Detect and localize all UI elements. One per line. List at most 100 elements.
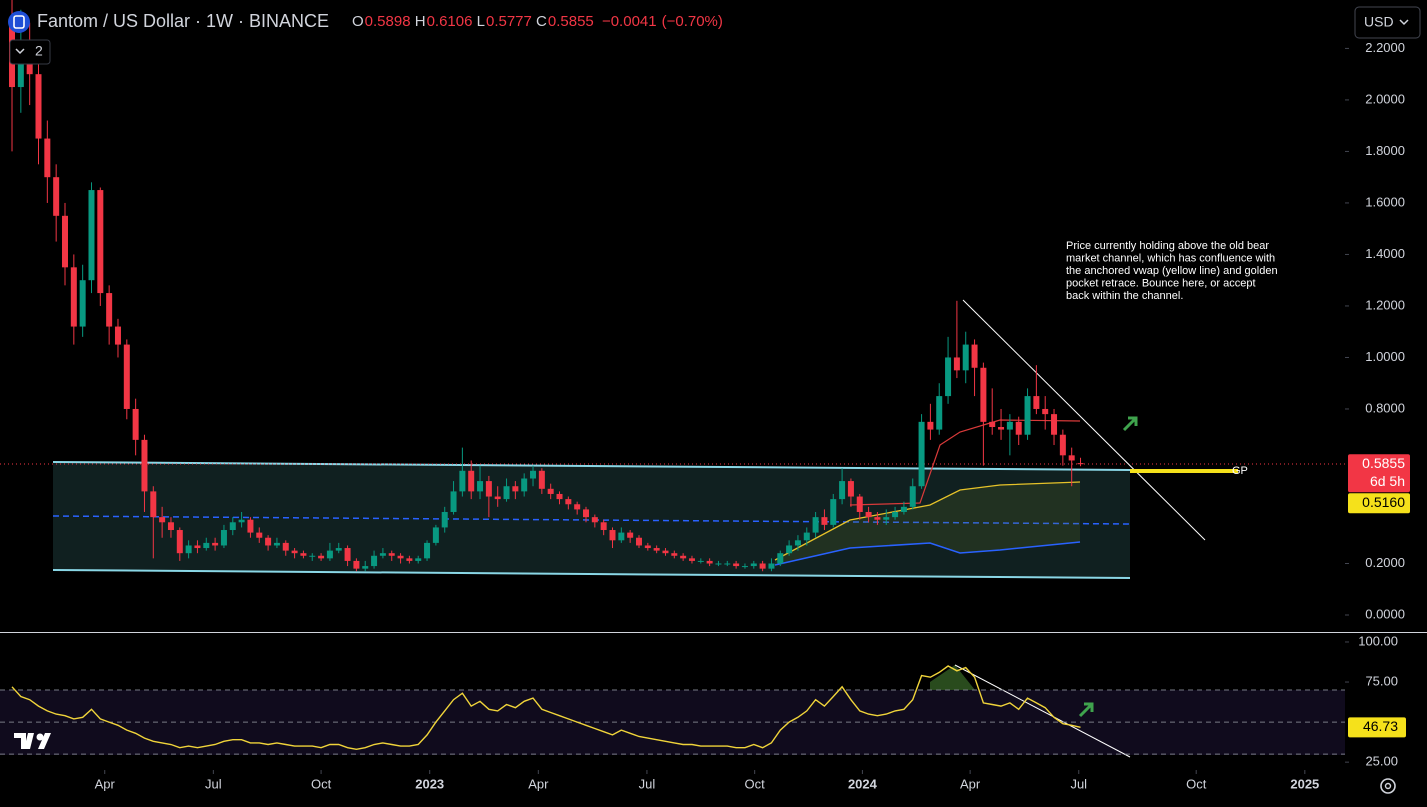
candle-body <box>150 491 157 518</box>
candle-body <box>768 563 775 569</box>
candle-body <box>918 421 925 487</box>
x-tick-label: Apr <box>95 776 116 791</box>
annotation-line: back within the channel. <box>1066 290 1183 302</box>
candle-body <box>397 555 404 559</box>
vwap-band <box>775 482 1080 565</box>
y-tick-label: 0.2000 <box>1365 555 1405 570</box>
candle-body <box>1077 463 1084 465</box>
candle-body <box>159 517 166 523</box>
candle-body <box>1059 434 1066 456</box>
ohlc-value: 0.5855 <box>548 13 594 30</box>
x-tick-label: 2025 <box>1290 776 1319 791</box>
candle-body <box>1024 396 1031 435</box>
candle-body <box>441 511 448 528</box>
candle-body <box>856 496 863 512</box>
candle-body <box>733 563 740 567</box>
candle-body <box>909 486 916 507</box>
candle-body <box>627 532 634 538</box>
candle-body <box>786 545 793 554</box>
candle-body <box>600 522 607 531</box>
x-tick-label: Apr <box>960 776 981 791</box>
candle-body <box>97 190 104 294</box>
gear-center <box>1384 782 1392 790</box>
candle-body <box>273 542 280 546</box>
candle-body <box>44 138 51 178</box>
candle-body <box>35 74 42 139</box>
candle-body <box>88 190 95 281</box>
anchored-vwap <box>774 481 1081 561</box>
x-tick-label: Oct <box>311 776 332 791</box>
candle-body <box>300 553 307 556</box>
indicator-toggle[interactable] <box>9 39 51 65</box>
candle-body <box>282 542 289 551</box>
candle-body <box>980 367 987 422</box>
candle-body <box>123 344 130 409</box>
channel-fill <box>53 462 1130 578</box>
candle-body <box>547 488 554 494</box>
candle-body <box>618 532 625 541</box>
candle-body <box>874 517 881 520</box>
gp-label: GP <box>1232 465 1248 477</box>
candle-body <box>132 408 139 440</box>
drawings <box>0 299 1345 579</box>
candle-body <box>697 560 704 562</box>
x-tick-label: Jul <box>639 776 656 791</box>
countdown: 6d 5h <box>1370 473 1405 489</box>
candle-body <box>220 530 227 546</box>
candle-body <box>892 511 899 518</box>
price-axis: 0.0000 0.2000 0.8000 1.0000 1.2000 1.4000 1.60… <box>1345 40 1410 769</box>
candle-body <box>883 517 890 520</box>
currency-label: USD <box>1364 14 1394 30</box>
candle-body <box>362 566 369 569</box>
candle-body <box>432 527 439 543</box>
candle-body <box>61 215 68 268</box>
rsi-pane <box>0 664 1345 758</box>
candle-body <box>962 344 969 371</box>
y-tick-label: 0.0000 <box>1365 606 1405 621</box>
candle-body <box>653 548 660 551</box>
candle-body <box>724 563 731 565</box>
y-tick-label: 2.2000 <box>1365 40 1405 55</box>
currency-button[interactable] <box>1354 6 1421 39</box>
candle-body <box>530 470 537 479</box>
candle-body <box>388 553 395 556</box>
candle-body <box>565 499 572 505</box>
candle-body <box>635 537 642 546</box>
chevron <box>1399 19 1409 26</box>
gear[interactable] <box>1380 778 1396 794</box>
candle-body <box>17 48 24 88</box>
candle-body <box>953 357 960 371</box>
candles <box>9 0 1084 572</box>
candle-body <box>265 537 272 546</box>
logo-dot <box>36 733 44 741</box>
candle-body <box>989 421 996 427</box>
ohlc-values: O0.5898 H0.6106 L0.5777 C0.5855 −0.0041 (… <box>352 13 723 30</box>
candle-body <box>574 504 581 510</box>
indicator-count: 2 <box>35 43 43 59</box>
candle-body <box>945 357 952 397</box>
chevron <box>15 48 25 55</box>
x-tick-label: Jul <box>1070 776 1087 791</box>
candle-body <box>512 486 519 492</box>
y-tick-label: 1.0000 <box>1365 349 1405 364</box>
candle-body <box>1051 414 1058 435</box>
rsi-tag-label: 46.73 <box>1363 718 1398 734</box>
candle-body <box>583 509 590 518</box>
candle-body <box>212 542 219 546</box>
candle-body <box>203 542 210 549</box>
arrow-up <box>1122 416 1138 432</box>
rsi-tag <box>1348 717 1406 738</box>
candle-body <box>238 519 245 523</box>
y-tick-label: 2.0000 <box>1365 91 1405 106</box>
candle-body <box>741 566 748 568</box>
settings-button[interactable] <box>1380 778 1396 794</box>
candle-body <box>759 563 766 569</box>
y-tick-label: 25.00 <box>1365 754 1398 769</box>
candle-body <box>680 555 687 559</box>
rsi-trendline <box>954 664 1131 758</box>
candle-body <box>176 530 183 554</box>
ohlc-label: L <box>477 13 485 30</box>
candle-body <box>1033 396 1040 409</box>
candle-body <box>927 421 934 430</box>
rsi-line <box>11 665 1081 751</box>
